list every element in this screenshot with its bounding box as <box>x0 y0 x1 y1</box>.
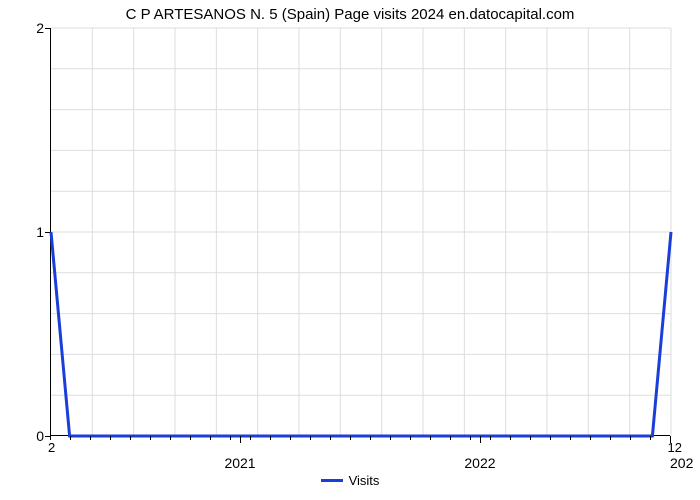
x-minor-tick <box>350 436 351 440</box>
x-minor-tick <box>230 436 231 440</box>
x-minor-tick <box>250 436 251 440</box>
x-minor-tick <box>70 436 71 440</box>
x-minor-tick <box>330 436 331 440</box>
x-minor-tick <box>150 436 151 440</box>
chart-title: C P ARTESANOS N. 5 (Spain) Page visits 2… <box>0 6 700 23</box>
y-tick-label: 1 <box>24 224 44 240</box>
x-minor-tick <box>570 436 571 440</box>
data-line <box>51 232 671 436</box>
x-minor-tick <box>310 436 311 440</box>
x-minor-tick <box>210 436 211 440</box>
x-minor-tick <box>630 436 631 440</box>
x-minor-tick <box>410 436 411 440</box>
x-tick-label: 202 <box>670 455 693 471</box>
legend-swatch <box>321 479 343 482</box>
legend-label: Visits <box>349 473 380 488</box>
x-minor-tick <box>170 436 171 440</box>
x-tick-label: 2022 <box>464 455 495 471</box>
x-tick-label: 2021 <box>224 455 255 471</box>
x-minor-tick <box>390 436 391 440</box>
x-major-tick <box>480 436 481 443</box>
x-minor-tick <box>190 436 191 440</box>
y-tick-mark <box>45 232 50 233</box>
x-minor-tick <box>90 436 91 440</box>
x-minor-tick <box>610 436 611 440</box>
x-axis-right-edge-label: 12 <box>668 440 682 455</box>
x-minor-tick <box>290 436 291 440</box>
x-minor-tick <box>130 436 131 440</box>
x-minor-tick <box>110 436 111 440</box>
x-minor-tick <box>490 436 491 440</box>
y-tick-label: 0 <box>24 428 44 444</box>
x-minor-tick <box>470 436 471 440</box>
x-minor-tick <box>530 436 531 440</box>
x-major-tick <box>240 436 241 443</box>
y-tick-label: 2 <box>24 20 44 36</box>
x-minor-tick <box>650 436 651 440</box>
y-tick-mark <box>45 28 50 29</box>
grid-lines <box>51 28 671 436</box>
x-minor-tick <box>450 436 451 440</box>
x-minor-tick <box>430 436 431 440</box>
plot-area <box>50 28 670 436</box>
chart-container: C P ARTESANOS N. 5 (Spain) Page visits 2… <box>0 0 700 500</box>
x-minor-tick <box>370 436 371 440</box>
x-minor-tick <box>270 436 271 440</box>
x-minor-tick <box>510 436 511 440</box>
x-minor-tick <box>590 436 591 440</box>
x-minor-tick <box>550 436 551 440</box>
x-axis-left-edge-label: 2 <box>48 440 55 455</box>
legend: Visits <box>0 472 700 488</box>
